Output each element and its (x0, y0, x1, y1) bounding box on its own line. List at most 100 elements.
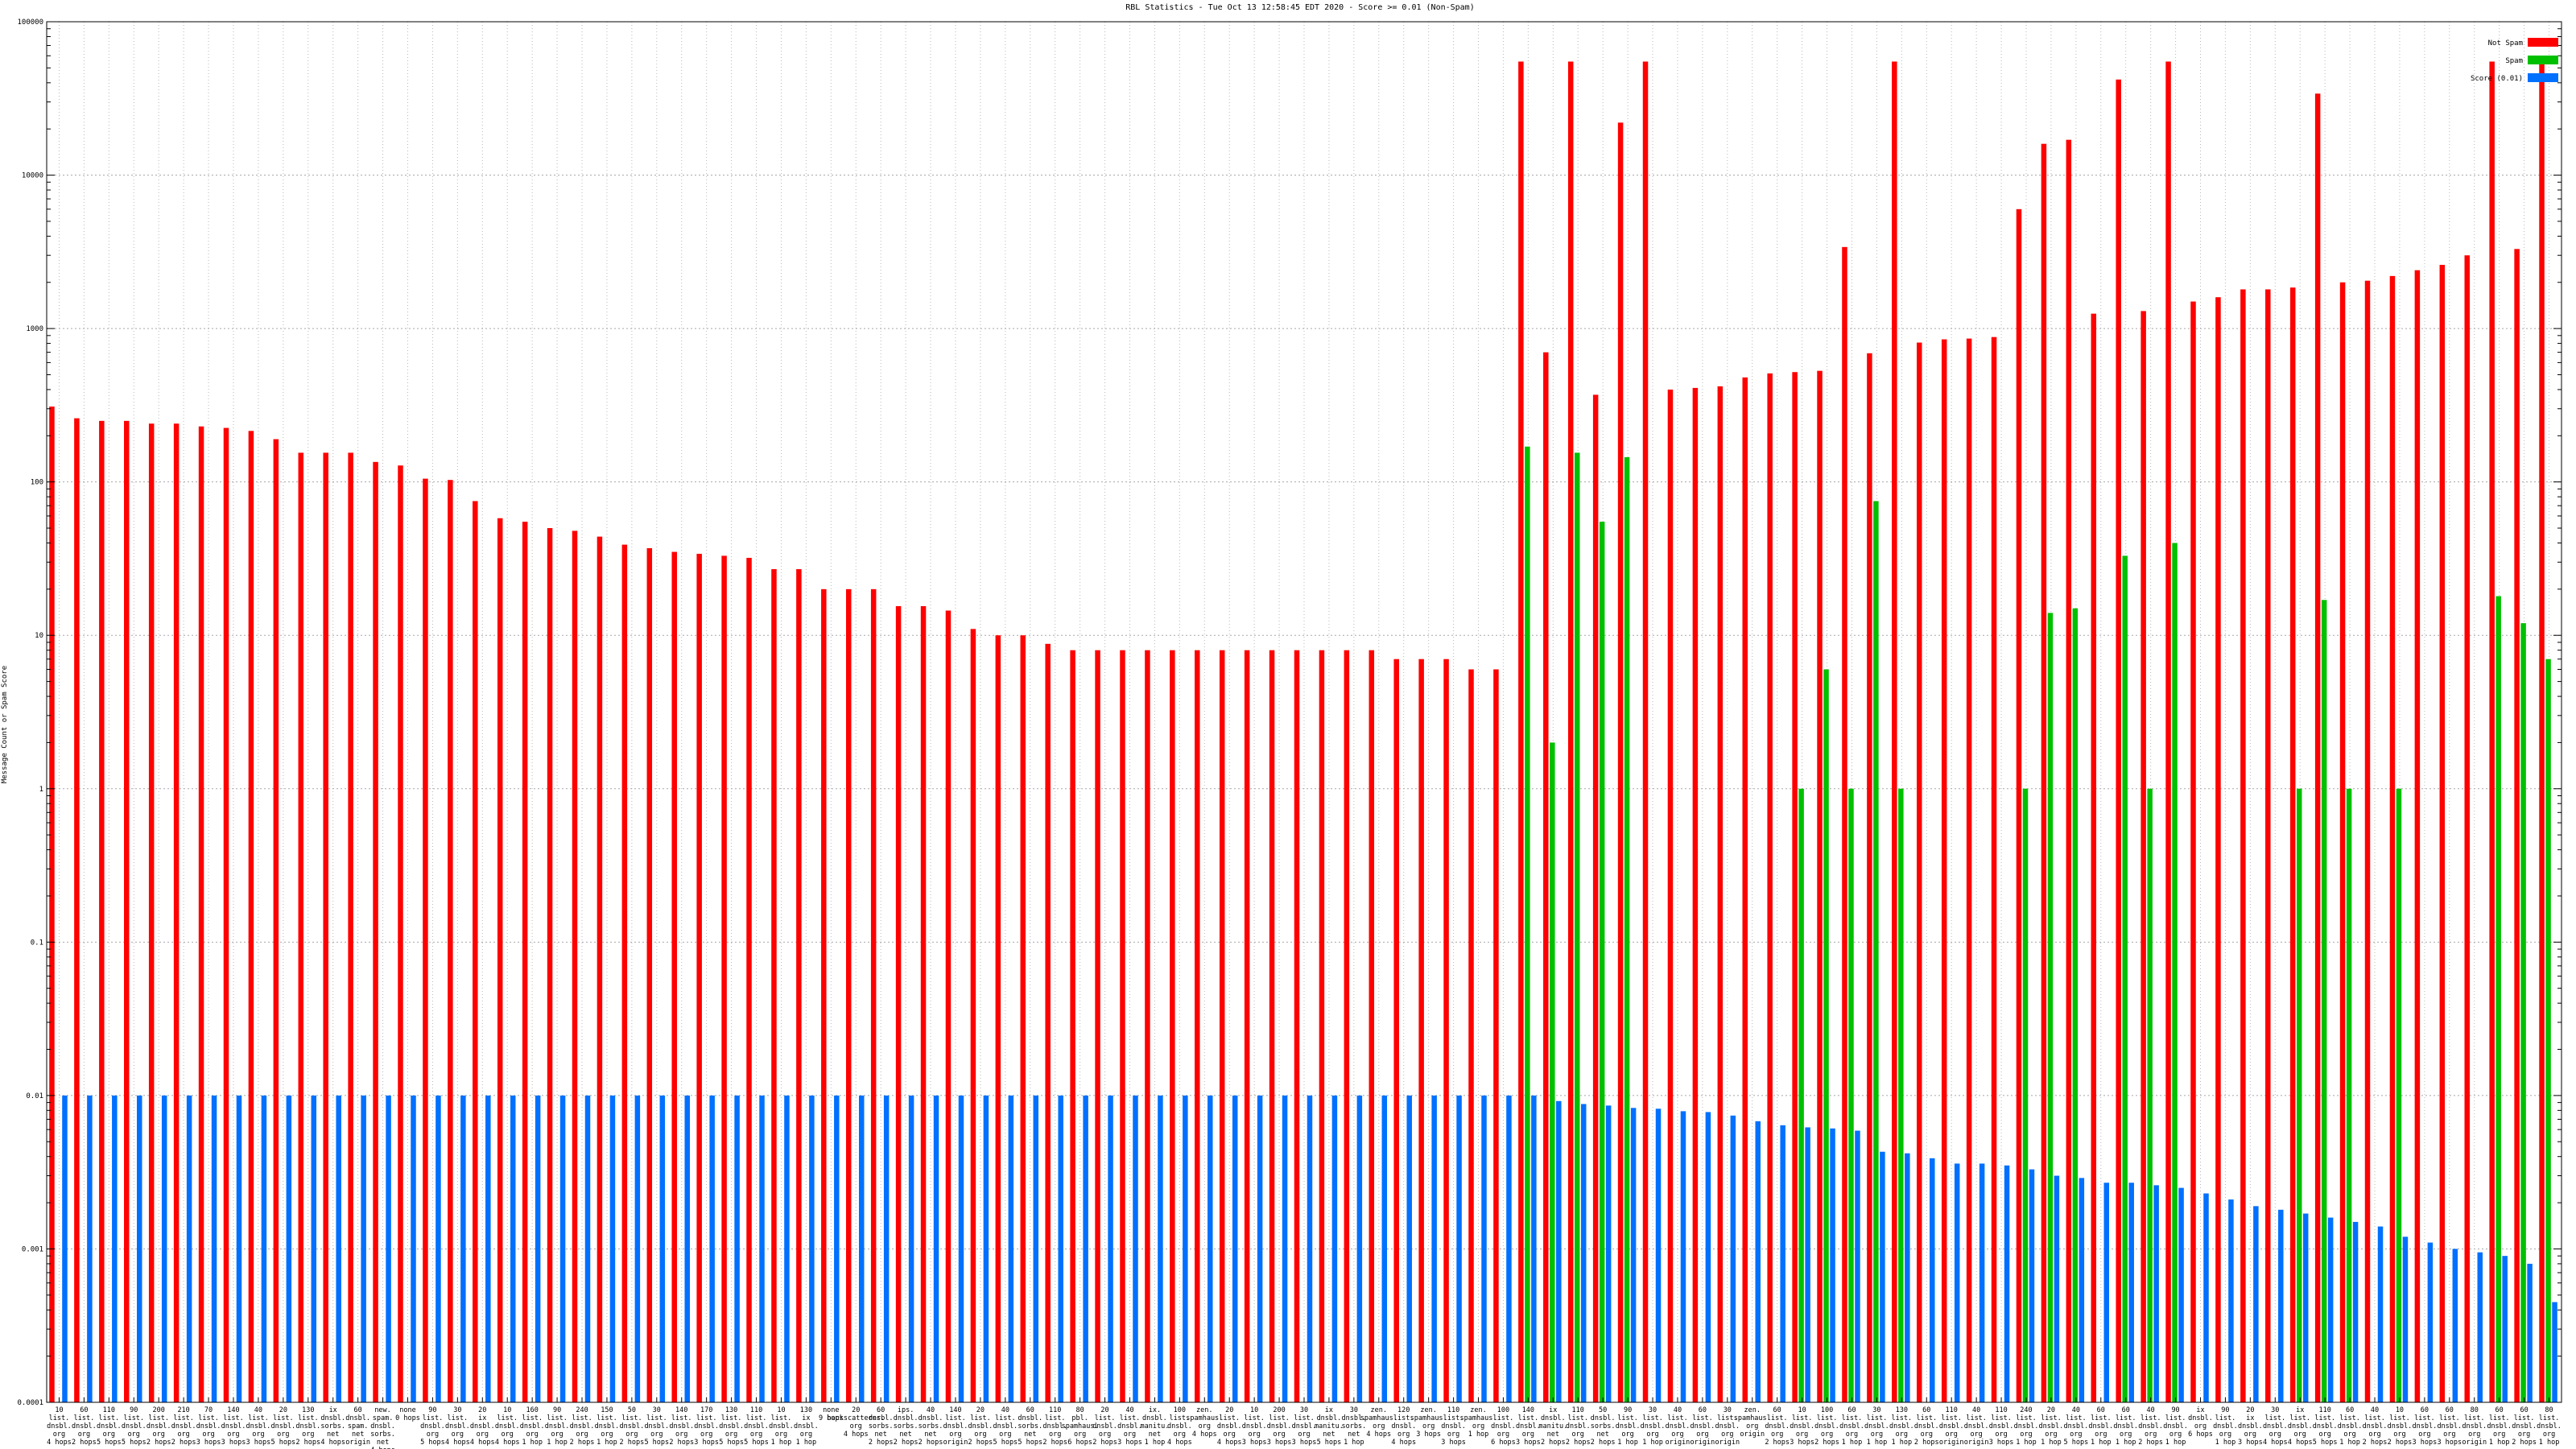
x-tick-label: 40 list. dnsbl. org origin (1964, 1406, 1989, 1447)
bar-score-0-01 (2054, 1175, 2060, 1402)
x-tick-label: 90 list. dnsbl. org 1 hop (2213, 1406, 2238, 1447)
x-tick-label-line: list. (2165, 1414, 2186, 1422)
x-tick-label-line: dnsbl. (1939, 1422, 1964, 1430)
x-tick-label-line: dnsbl. (420, 1422, 445, 1430)
x-tick-label-line: dnsbl. (545, 1422, 570, 1430)
x-tick-label-line: list. (99, 1414, 120, 1422)
x-tick-label-line: org (800, 1430, 812, 1439)
x-tick-label-line: 3 hops (1790, 1439, 1814, 1447)
x-tick-label: 30 list. dnsbl. org 4 hops (2263, 1406, 2288, 1447)
x-tick-label-line: org (1671, 1430, 1683, 1439)
x-tick-label-line: spamhaus. (1410, 1414, 1447, 1422)
axes-layer (46, 21, 2562, 1403)
bar-score-0-01 (211, 1095, 217, 1402)
x-tick-label-line: org (576, 1430, 588, 1439)
x-tick-label-line: dnsbl. (993, 1422, 1018, 1430)
bar-score-0-01 (983, 1095, 989, 1402)
bar-not-spam (2489, 61, 2495, 1402)
x-tick-label-line: 60 (2122, 1406, 2130, 1414)
x-tick-label-line: list. (148, 1414, 169, 1422)
x-tick-label-line: dnsbl. (221, 1422, 246, 1430)
x-tick-label-line: dnsbl. (470, 1422, 495, 1430)
x-tick-label-line: org (775, 1430, 787, 1439)
x-tick-label: 40 list. dnsbl. org 2 hops (2138, 1406, 2163, 1447)
x-tick-label: ix dnsbl. manitu. net 5 hops (1315, 1406, 1344, 1447)
x-tick-label-line: dnsbl. (1092, 1422, 1117, 1430)
x-tick-label-line: dnsbl. (1317, 1414, 1342, 1422)
x-tick-label: 30 list. dnsbl. org 5 hops (644, 1406, 669, 1447)
bar-score-0-01 (436, 1095, 441, 1402)
x-tick-label-line: dnsbl. (769, 1422, 794, 1430)
x-tick-label-line: sorbs. (894, 1422, 919, 1430)
x-tick-label-line: 140 (227, 1406, 239, 1414)
x-tick-label-line: org (1796, 1430, 1808, 1439)
x-tick-label-line: dnsbl. (246, 1422, 271, 1430)
x-tick-label-line: list. (74, 1414, 95, 1422)
x-tick-label: 60 list. dnsbl. org 2 hops (2512, 1406, 2537, 1447)
x-tick-label-line: 60 (2346, 1406, 2354, 1414)
bar-score-0-01 (1431, 1095, 1437, 1402)
x-tick-label-line: 110 (103, 1406, 115, 1414)
bar-score-0-01 (1880, 1151, 1885, 1402)
chart-title: RBL Statistics - Tue Oct 13 12:58:45 EDT… (1125, 3, 1474, 12)
x-tick-label: 20 list. dnsbl. org 1 hop (2039, 1406, 2064, 1447)
x-tick-label-line: 10 (503, 1406, 511, 1414)
bar-score-0-01 (1356, 1095, 1363, 1402)
bar-not-spam (2289, 287, 2296, 1402)
x-tick-label-line: dnsbl. (171, 1422, 196, 1430)
x-tick-label-line: dnsbl. (97, 1422, 122, 1430)
x-tick-label-line: list. (1717, 1414, 1738, 1422)
x-tick-label-line: org (177, 1430, 189, 1439)
x-tick-label-line: net (1547, 1430, 1559, 1439)
x-tick-label-line: 1 hop (796, 1439, 817, 1447)
bar-score-0-01 (2103, 1183, 2110, 1402)
x-tick-label-line: 90 (428, 1406, 436, 1414)
x-tick-label-line: 210 (177, 1406, 189, 1414)
x-tick-label-line: 90 (1624, 1406, 1632, 1414)
bar-spam (2321, 600, 2327, 1402)
x-tick-label: 110 list. dnsbl. org 5 hops (97, 1406, 122, 1447)
bar-score-0-01 (1780, 1125, 1785, 1402)
x-tick-label-line: manitu. (1538, 1422, 1567, 1430)
bar-score-0-01 (1307, 1095, 1313, 1402)
x-tick-label-line: dnsbl. (1715, 1422, 1740, 1430)
bar-spam (2496, 596, 2501, 1402)
bar-score-0-01 (1930, 1158, 1935, 1402)
x-tick-label-line: org (2120, 1430, 2132, 1439)
bar-not-spam (173, 423, 180, 1402)
bar-not-spam (1892, 61, 1897, 1402)
x-tick-label: 30 list. dnsbl. org 4 hops (445, 1406, 470, 1447)
x-tick-label-line: 2 hops (1591, 1439, 1616, 1447)
bar-not-spam (148, 423, 155, 1402)
x-tick-label-line: list. (1817, 1414, 1838, 1422)
x-tick-label-line: 60 (2446, 1406, 2454, 1414)
bar-not-spam (298, 452, 304, 1402)
x-tick-label-line: org (2095, 1430, 2107, 1439)
bar-score-0-01 (1008, 1095, 1014, 1402)
x-tick-label-line: list. (2464, 1414, 2485, 1422)
bar-score-0-01 (908, 1095, 914, 1402)
bar-score-0-01 (1954, 1163, 1960, 1402)
bar-spam (2346, 788, 2352, 1402)
bar-not-spam (1443, 658, 1449, 1402)
x-tick-label-line: org (103, 1430, 115, 1439)
x-tick-label-line: dnsbl. (719, 1422, 744, 1430)
x-tick-label-line: 1 hop (1145, 1439, 1166, 1447)
x-tick-label-line: dnsbl. (270, 1422, 295, 1430)
y-axis-label: Message Count or Spam Score (1, 666, 9, 783)
x-tick-label-line: origin (1964, 1439, 1989, 1447)
bar-not-spam (1543, 352, 1549, 1402)
bar-score-0-01 (2502, 1256, 2508, 1402)
x-tick-label: zen. spamhaus. org 1 hop (1459, 1406, 1496, 1439)
x-tick-label-line: dnsbl. (1790, 1422, 1814, 1430)
bar-not-spam (895, 605, 902, 1402)
x-tick-label-line: ix (478, 1414, 486, 1422)
x-tick-label-line: dnsbl. (2188, 1414, 2213, 1422)
x-tick-label: 200 list. dnsbl. org 3 hops (1267, 1406, 1292, 1447)
x-tick-label-line: net (327, 1430, 339, 1439)
bar-score-0-01 (2452, 1249, 2458, 1402)
x-tick-label: 40 list. dnsbl. org 3 hops (246, 1406, 271, 1447)
y-tick-label: 10000 (22, 172, 43, 180)
x-tick-label-line: 30 (1872, 1406, 1880, 1414)
x-tick-label-line: org (1871, 1430, 1883, 1439)
